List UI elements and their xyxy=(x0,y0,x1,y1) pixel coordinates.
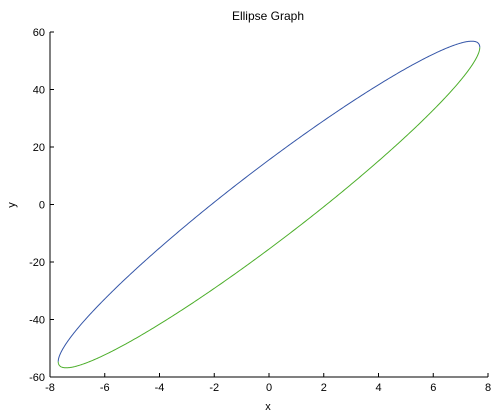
x-axis-label: x xyxy=(265,401,271,413)
series-line-lower xyxy=(57,47,481,369)
x-tick-label: -4 xyxy=(155,382,165,394)
chart-title: Ellipse Graph xyxy=(232,9,304,23)
x-tick-label: 8 xyxy=(485,382,491,394)
y-tick-label: 0 xyxy=(39,200,45,212)
x-tick-label: -8 xyxy=(45,382,55,394)
x-tick-label: 6 xyxy=(430,382,436,394)
y-tick-label: 60 xyxy=(33,27,45,39)
y-tick-label: 20 xyxy=(33,142,45,154)
x-tick-label: 4 xyxy=(375,382,381,394)
series-line-upper xyxy=(57,40,481,362)
x-tick-label: 2 xyxy=(321,382,327,394)
y-tick-label: -60 xyxy=(29,372,45,384)
series-group xyxy=(57,40,481,369)
y-tick-label: 40 xyxy=(33,85,45,97)
x-tick-label: -6 xyxy=(100,382,110,394)
y-tick-label: -20 xyxy=(29,257,45,269)
y-tick-label: -40 xyxy=(29,315,45,327)
y-axis-label: y xyxy=(6,202,18,208)
x-tick-label: -2 xyxy=(209,382,219,394)
x-tick-label: 0 xyxy=(266,382,272,394)
